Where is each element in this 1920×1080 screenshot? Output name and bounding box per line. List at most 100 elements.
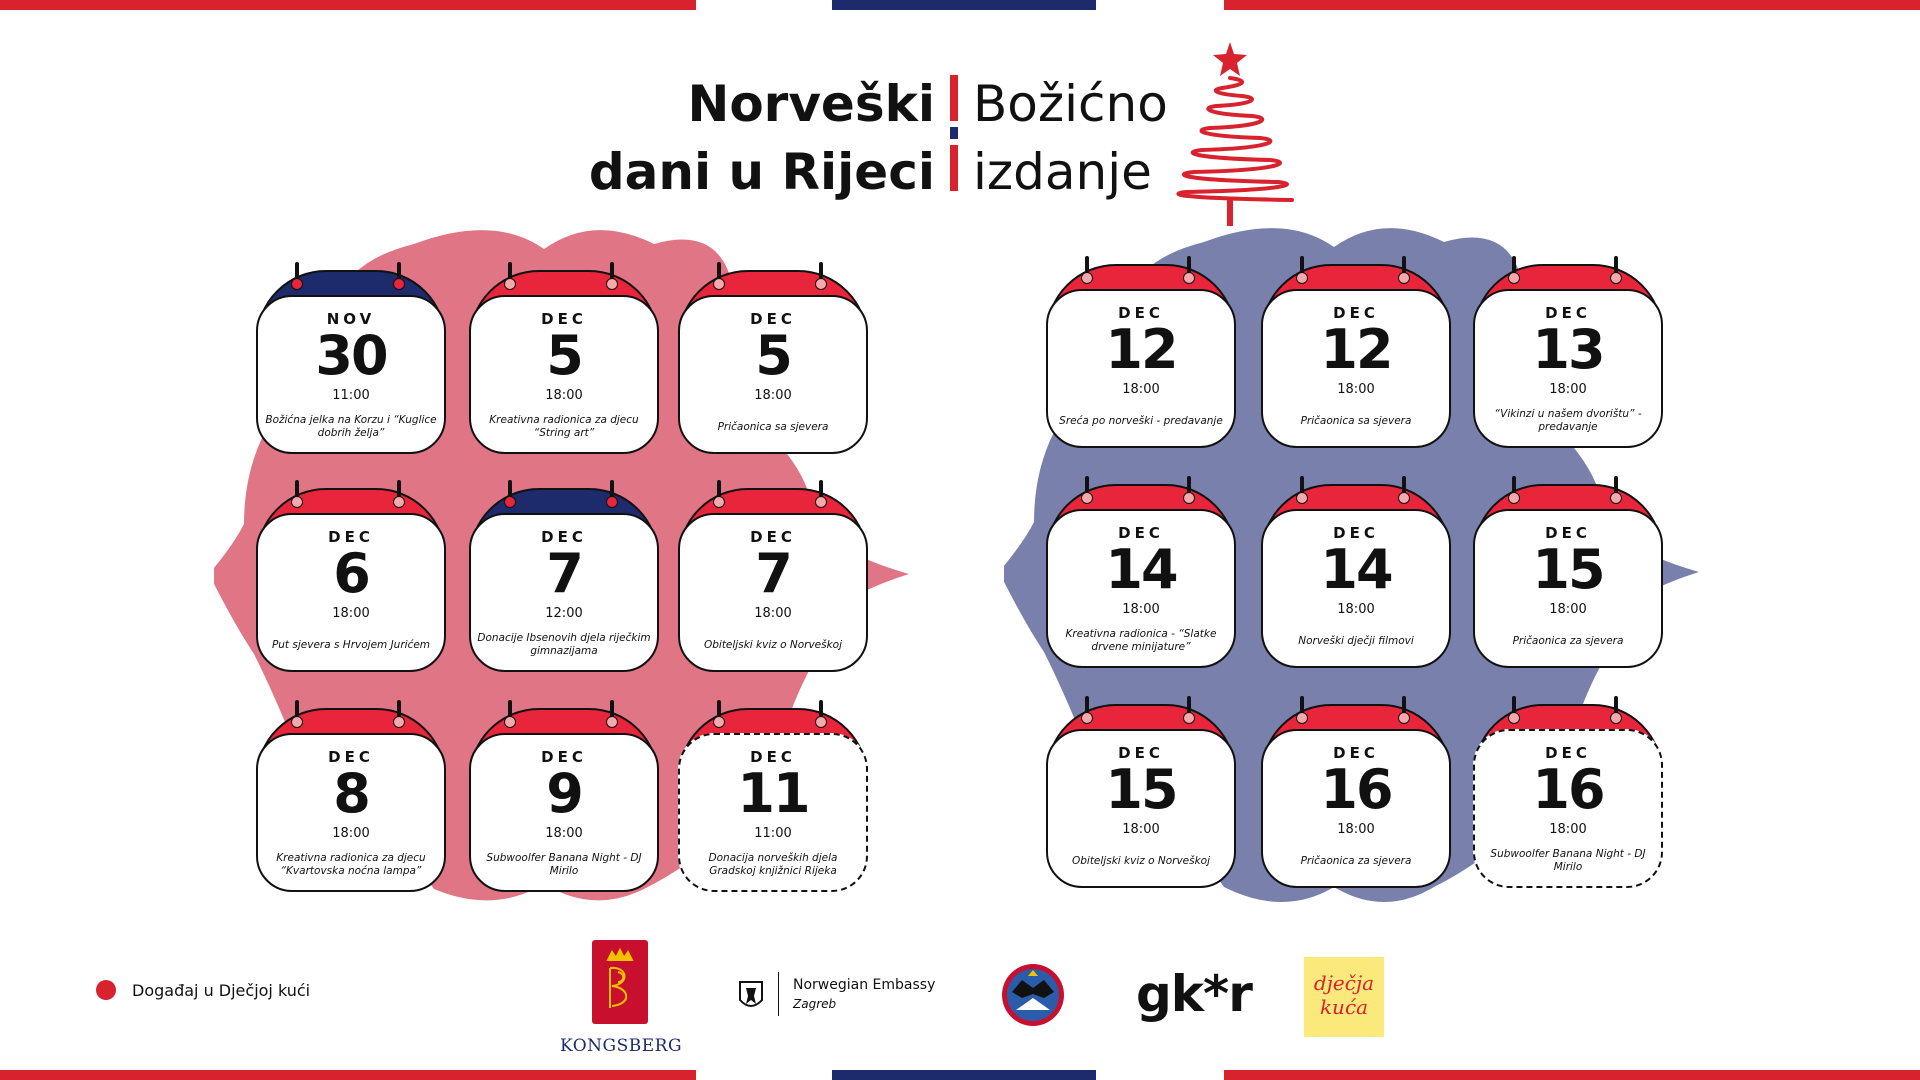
- binder-ring-icon: [291, 700, 303, 730]
- binder-ring-icon: [713, 700, 725, 730]
- calendar-month: DEC: [1333, 304, 1379, 322]
- subtitle-line-1: Božićno: [973, 75, 1168, 133]
- binder-ring-icon: [1508, 256, 1520, 286]
- bottom-bar-center: [832, 1070, 1096, 1080]
- binder-ring-icon: [1508, 476, 1520, 506]
- calendar-card: DEC 13 18:00 “Vikinzi u našem dvorištu” - p…: [1473, 256, 1663, 448]
- event-description: Kreativna radionica za djecu “String art…: [489, 414, 639, 439]
- norway-coat-of-arms-icon: [739, 981, 763, 1007]
- calendar-month: DEC: [1333, 744, 1379, 762]
- event-description: Pričaonica za sjevera: [1300, 854, 1412, 867]
- calendar-day: 13: [1532, 318, 1605, 381]
- event-time: 18:00: [332, 826, 370, 841]
- legend-dot: [96, 980, 116, 1000]
- calendar-day: 8: [333, 762, 371, 825]
- event-description: Donacije Ibsenovih djela riječkim gimnaz…: [477, 632, 651, 657]
- calendar-body: [469, 733, 659, 892]
- embassy-divider: [778, 972, 779, 1016]
- calendar-month: DEC: [750, 528, 796, 546]
- calendar-body: [469, 513, 659, 672]
- calendar-body: [1261, 729, 1451, 888]
- binder-ring-icon: [1296, 696, 1308, 726]
- calendar-month: DEC: [1545, 524, 1591, 542]
- calendar-card: DEC 5 18:00 Pričaonica sa sjevera: [678, 262, 868, 454]
- calendar-day: 15: [1105, 758, 1178, 821]
- kongsberg-crown-icon: [606, 947, 634, 1008]
- calendar-day: 14: [1105, 538, 1178, 601]
- calendar-day: 12: [1105, 318, 1178, 381]
- page-subtitle: Božićno izdanje: [973, 70, 1168, 206]
- event-description: Norveški dječji filmovi: [1298, 634, 1414, 647]
- calendar-month: DEC: [1118, 524, 1164, 542]
- event-time: 18:00: [1122, 602, 1160, 617]
- event-description: Donacija norveških djela Gradskoj knjižn…: [708, 852, 838, 877]
- embassy-city: Zagreb: [793, 997, 837, 1011]
- calendar-body: [1261, 509, 1451, 668]
- calendar-body: [469, 295, 659, 454]
- event-description: Kreativna radionica za djecu “Kvartovska…: [276, 852, 426, 877]
- event-description: Pričaonica sa sjevera: [717, 420, 829, 433]
- binder-ring-icon: [1398, 476, 1410, 506]
- binder-ring-icon: [815, 262, 827, 292]
- binder-ring-icon: [393, 700, 405, 730]
- kongsberg-wordmark: KONGSBERG: [560, 1036, 683, 1056]
- kongsberg-logo: KONGSBERG: [560, 940, 683, 1060]
- bottom-bar-left: [0, 1070, 696, 1080]
- calendar-body: [1261, 289, 1451, 448]
- calendar-day: 5: [755, 324, 793, 387]
- embassy-name: Norwegian Embassy: [793, 977, 936, 993]
- event-time: 12:00: [545, 606, 583, 621]
- event-description: Subwoolfer Banana Night - DJ Mirilo: [1490, 848, 1646, 873]
- binder-ring-icon: [606, 262, 618, 292]
- event-time: 18:00: [754, 388, 792, 403]
- binder-ring-icon: [1610, 256, 1622, 286]
- event-description: Božićna jelka na Korzu i “Kuglice dobrih…: [265, 414, 437, 439]
- legend-label: Događaj u Dječjoj kući: [132, 980, 311, 1000]
- calendar-day: 12: [1320, 318, 1393, 381]
- calendar-month: DEC: [328, 528, 374, 546]
- calendar-day: 15: [1532, 538, 1605, 601]
- calendar-card: DEC 12 18:00 Sreća po norveški - predavanje: [1046, 256, 1236, 448]
- binder-ring-icon: [1296, 476, 1308, 506]
- event-time: 18:00: [545, 826, 583, 841]
- christmas-tree-icon: [1176, 42, 1294, 226]
- event-description: “Vikinzi u našem dvorištu” - predavanje: [1494, 408, 1642, 433]
- binder-ring-icon: [1610, 696, 1622, 726]
- calendar-body: [678, 513, 868, 672]
- calendar-day: 7: [755, 542, 793, 605]
- calendar-card: DEC 8 18:00 Kreativna radionica za djecu “K…: [256, 700, 446, 892]
- calendar-month: DEC: [541, 310, 587, 328]
- bottom-bar-right: [1224, 1070, 1920, 1080]
- calendar-month: NOV: [326, 310, 376, 328]
- binder-ring-icon: [1398, 696, 1410, 726]
- event-description: Sreća po norveški - predavanje: [1059, 414, 1223, 427]
- event-time: 18:00: [1122, 822, 1160, 837]
- event-description: Put sjevera s Hrvojem Jurićem: [271, 638, 431, 651]
- calendar-day: 16: [1532, 758, 1605, 821]
- binder-ring-icon: [504, 262, 516, 292]
- calendar-card: DEC 12 18:00 Pričaonica sa sjevera: [1261, 256, 1451, 448]
- calendar-body: [1046, 509, 1236, 668]
- calendar-card: DEC 16 18:00 Pričaonica za sjevera: [1261, 696, 1451, 888]
- event-time: 18:00: [332, 606, 370, 621]
- calendar-card: DEC 7 18:00 Obiteljski kviz o Norveškoj: [678, 480, 868, 672]
- calendar-card: DEC 14 18:00 Kreativna radionica - “Slatke …: [1046, 476, 1236, 668]
- calendar-month: DEC: [541, 748, 587, 766]
- calendar-body: [1046, 729, 1236, 888]
- binder-ring-icon: [815, 480, 827, 510]
- binder-ring-icon: [1183, 476, 1195, 506]
- norwegian-embassy-logo: Norwegian Embassy Zagreb: [736, 972, 935, 1016]
- top-bar-right: [1224, 0, 1920, 10]
- calendar-day: 6: [333, 542, 371, 605]
- binder-ring-icon: [606, 700, 618, 730]
- calendar-body: [678, 295, 868, 454]
- title-separator: [950, 75, 958, 195]
- binder-ring-icon: [1081, 696, 1093, 726]
- binder-ring-icon: [1610, 476, 1622, 506]
- event-time: 18:00: [1122, 382, 1160, 397]
- rijeka-coat-of-arms-icon: [1002, 964, 1064, 1026]
- event-time: 18:00: [1337, 602, 1375, 617]
- top-bar-center: [832, 0, 1096, 10]
- event-time: 18:00: [1549, 382, 1587, 397]
- event-description: Obiteljski kviz o Norveškoj: [1071, 854, 1211, 867]
